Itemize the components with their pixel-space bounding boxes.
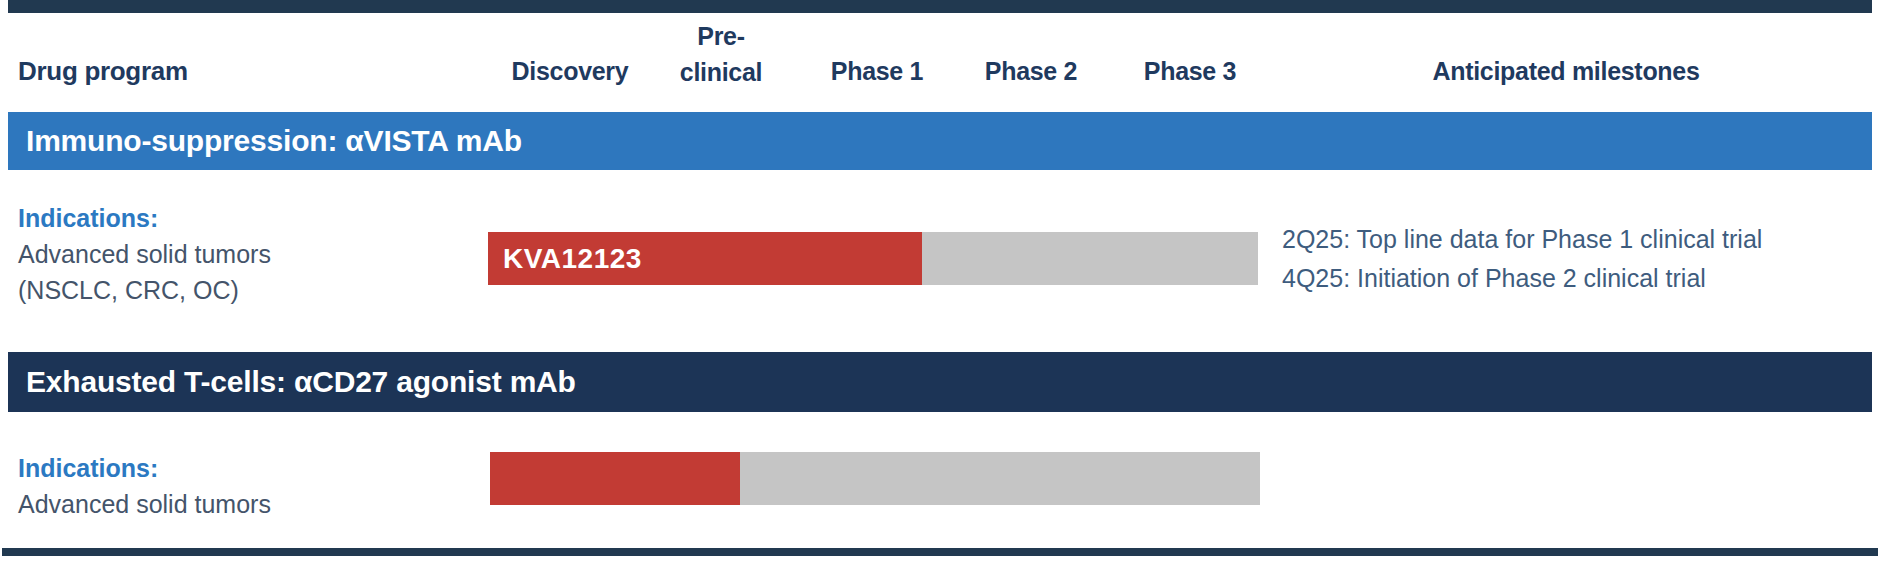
pipeline-bar-progress-vista: KVA12123 xyxy=(488,232,922,285)
pipeline-slide: Drug program Discovery Pre-clinical Phas… xyxy=(0,0,1880,561)
indications-block-vista: Indications: Advanced solid tumors (NSCL… xyxy=(18,200,271,308)
indications-label: Indications: xyxy=(18,450,271,486)
indication-line: Advanced solid tumors xyxy=(18,236,271,272)
top-divider-rule xyxy=(8,0,1872,13)
column-header-phase1: Phase 1 xyxy=(831,54,923,88)
column-header-anticipated-milestones: Anticipated milestones xyxy=(1432,54,1699,88)
column-header-discovery: Discovery xyxy=(512,54,629,88)
pipeline-bar-track-cd27 xyxy=(490,452,1260,505)
program-banner-vista: Immuno-suppression: αVISTA mAb xyxy=(8,112,1872,170)
column-header-preclinical: Pre-clinical xyxy=(666,18,776,90)
bottom-divider-rule xyxy=(2,548,1878,556)
column-header-phase2: Phase 2 xyxy=(985,54,1077,88)
milestones-block-vista: 2Q25: Top line data for Phase 1 clinical… xyxy=(1282,220,1762,298)
column-header-phase3: Phase 3 xyxy=(1144,54,1236,88)
pipeline-bar-track-vista: KVA12123 xyxy=(488,232,1258,285)
milestone-line: 2Q25: Top line data for Phase 1 clinical… xyxy=(1282,220,1762,259)
pipeline-bar-progress-cd27 xyxy=(490,452,740,505)
indications-block-cd27: Indications: Advanced solid tumors xyxy=(18,450,271,522)
program-banner-vista-title: Immuno-suppression: αVISTA mAb xyxy=(26,124,522,158)
milestone-line: 4Q25: Initiation of Phase 2 clinical tri… xyxy=(1282,259,1762,298)
column-header-drug-program: Drug program xyxy=(18,54,188,88)
indication-line: Advanced solid tumors xyxy=(18,486,271,522)
program-banner-cd27: Exhausted T-cells: αCD27 agonist mAb xyxy=(8,352,1872,412)
program-banner-cd27-title: Exhausted T-cells: αCD27 agonist mAb xyxy=(26,365,576,399)
pipeline-bar-label-kva12123: KVA12123 xyxy=(503,243,642,275)
indication-line: (NSCLC, CRC, OC) xyxy=(18,272,271,308)
indications-label: Indications: xyxy=(18,200,271,236)
